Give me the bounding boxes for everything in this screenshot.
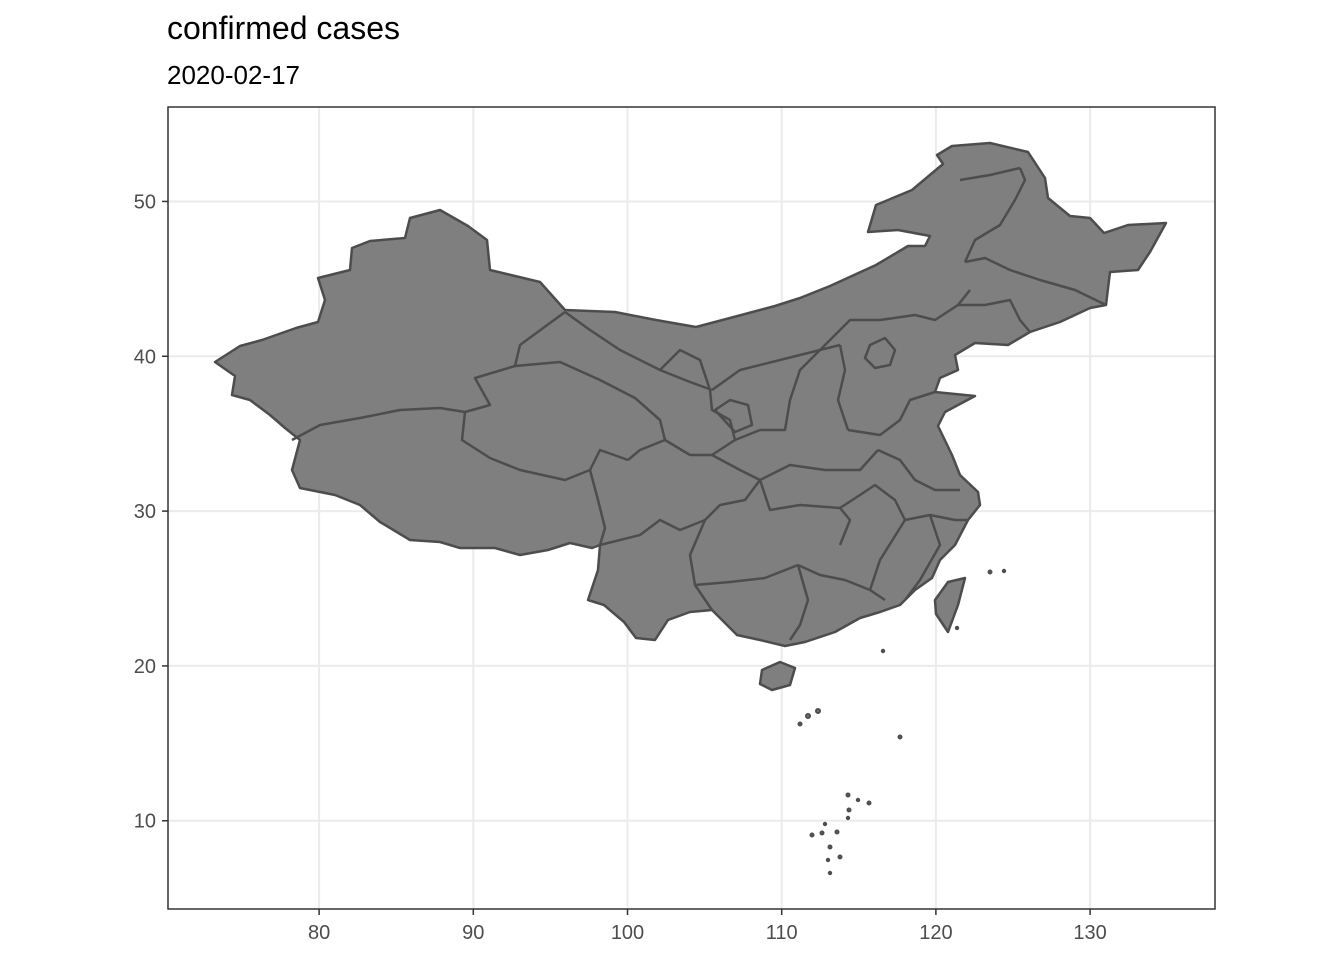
chart-title: confirmed cases [167,10,400,46]
y-tick-label: 50 [134,191,156,213]
chart-subtitle: 2020-02-17 [167,60,300,90]
x-tick-label: 80 [308,922,330,944]
x-tick-label: 130 [1073,922,1106,944]
plot-border [167,106,1216,910]
x-tick-label: 120 [919,922,952,944]
hainan-island [758,660,797,692]
y-tick-label: 20 [134,656,156,678]
x-tick-label: 110 [766,922,798,944]
y-tick-label: 40 [134,346,156,368]
y-tick-label: 10 [134,811,156,833]
small-islands [797,568,1007,876]
mainland-outline [213,141,1168,648]
y-tick-label: 30 [134,501,156,523]
taiwan-island [933,576,967,634]
china-map [213,141,1168,876]
province-boundaries [291,166,1107,641]
x-tick-label: 100 [611,922,644,944]
axis-ticks: 80 90 100 110 120 130 10 20 30 40 50 [134,191,1107,944]
x-tick-label: 90 [462,922,484,944]
